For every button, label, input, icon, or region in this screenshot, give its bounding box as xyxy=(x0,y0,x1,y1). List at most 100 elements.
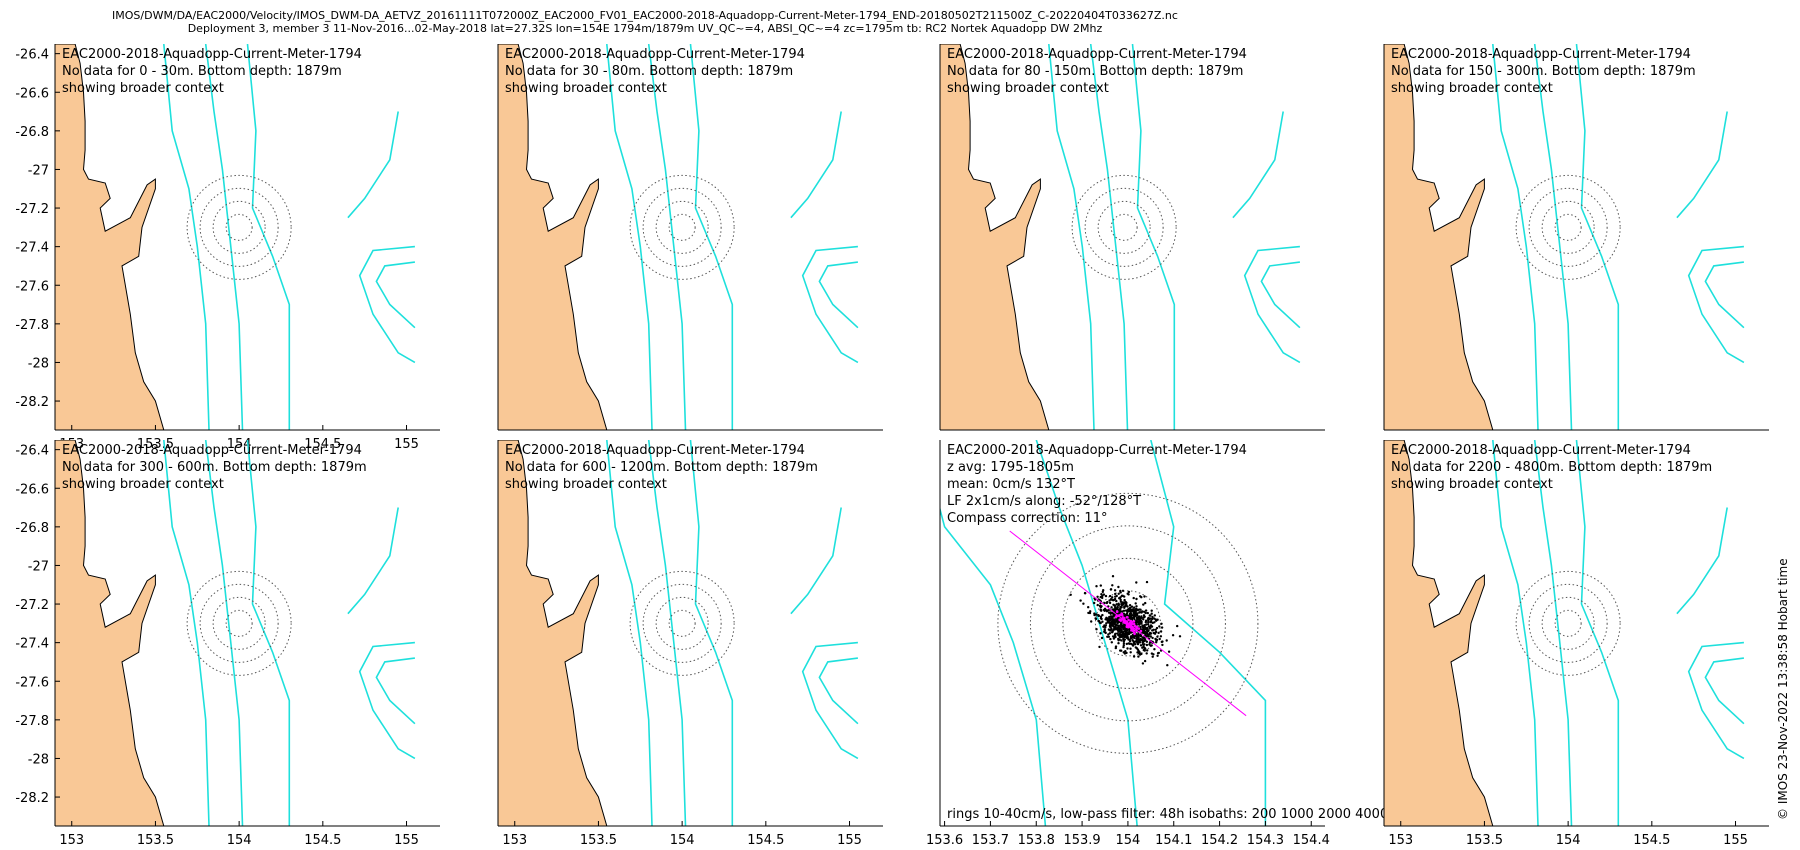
x-tick-label: 154.1 xyxy=(1155,833,1192,848)
isobath-line xyxy=(689,44,734,430)
isobath-line xyxy=(1687,245,1745,364)
velocity-point xyxy=(1137,615,1141,618)
velocity-point xyxy=(1151,655,1154,658)
velocity-point xyxy=(1128,607,1131,610)
velocity-point xyxy=(1149,617,1152,620)
velocity-point xyxy=(1095,585,1098,588)
velocity-ring xyxy=(199,583,279,663)
isobath-line xyxy=(1492,440,1539,826)
velocity-point xyxy=(1149,635,1153,638)
isobath-line xyxy=(1232,111,1284,219)
panel-annotation-1: EAC2000-2018-Aquadopp-Current-Meter-1794 xyxy=(1391,47,1691,62)
velocity-point xyxy=(1113,626,1116,629)
panel-annotation-2: No data for 300 - 600m. Bottom depth: 18… xyxy=(62,460,367,475)
velocity-point xyxy=(1117,626,1121,629)
velocity-point xyxy=(1110,627,1113,630)
velocity-point xyxy=(1167,650,1171,653)
isobath-line xyxy=(818,261,859,329)
velocity-ring xyxy=(1097,200,1151,254)
velocity-point xyxy=(1117,602,1120,605)
panel-annotation-3: showing broader context xyxy=(505,477,667,492)
land-polygon xyxy=(1384,440,1494,826)
velocity-point xyxy=(1153,614,1157,617)
isobath-line xyxy=(375,261,416,329)
velocity-point xyxy=(1113,597,1117,601)
velocity-point xyxy=(1146,649,1149,652)
velocity-point xyxy=(1101,613,1104,617)
lowpass-point xyxy=(1127,623,1130,626)
isobath-line xyxy=(801,245,859,364)
velocity-point xyxy=(1136,642,1140,646)
velocity-point xyxy=(1139,644,1143,647)
velocity-point xyxy=(1157,631,1160,635)
velocity-ring xyxy=(1541,200,1595,254)
velocity-point xyxy=(1079,599,1082,602)
isobath-line xyxy=(1048,44,1095,430)
velocity-ring xyxy=(1062,557,1194,689)
velocity-point xyxy=(1130,605,1134,608)
velocity-ring xyxy=(225,609,253,637)
velocity-point xyxy=(1119,598,1122,602)
y-tick-label: -28 xyxy=(28,356,49,371)
velocity-point xyxy=(1123,625,1126,628)
lowpass-scatter xyxy=(1114,610,1143,636)
velocity-point xyxy=(1119,589,1122,593)
y-tick-label: -26.6 xyxy=(15,482,49,497)
velocity-point xyxy=(1108,618,1112,621)
y-tick-label: -27.2 xyxy=(15,202,49,217)
velocity-point xyxy=(1093,601,1096,605)
velocity-point xyxy=(1119,627,1122,631)
velocity-ring xyxy=(1528,583,1608,663)
velocity-point xyxy=(1117,585,1120,589)
velocity-point xyxy=(1104,594,1108,598)
velocity-point xyxy=(1111,612,1114,615)
velocity-point xyxy=(1144,619,1148,622)
velocity-point xyxy=(1150,644,1153,647)
velocity-point xyxy=(1156,618,1159,621)
lowpass-point xyxy=(1132,622,1136,626)
velocity-point xyxy=(1120,649,1123,652)
velocity-point xyxy=(1133,618,1136,621)
velocity-point xyxy=(1152,628,1155,631)
velocity-point xyxy=(1107,609,1110,612)
x-tick-label: 154.4 xyxy=(1293,833,1330,848)
velocity-point xyxy=(1120,594,1124,597)
velocity-point xyxy=(1137,633,1140,636)
velocity-point xyxy=(1171,634,1175,637)
panel-annotation-2: z avg: 1795-1805m xyxy=(947,460,1074,475)
velocity-point xyxy=(1149,624,1153,627)
velocity-point xyxy=(1135,640,1138,643)
velocity-point xyxy=(1087,611,1090,615)
panel-annotation-2: No data for 2200 - 4800m. Bottom depth: … xyxy=(1391,460,1712,475)
lowpass-point xyxy=(1120,617,1123,621)
velocity-point xyxy=(1109,621,1112,625)
velocity-point xyxy=(1117,642,1120,645)
panel-annotation-3: showing broader context xyxy=(947,81,1109,96)
panel-5: EAC2000-2018-Aquadopp-Current-Meter-1794… xyxy=(15,440,440,848)
lowpass-point xyxy=(1115,614,1118,617)
velocity-point xyxy=(1123,630,1126,633)
isobath-line xyxy=(1575,440,1620,826)
x-tick-label: 154 xyxy=(1116,833,1141,848)
velocity-point xyxy=(1117,633,1120,637)
panel-map xyxy=(940,44,1301,430)
velocity-point xyxy=(1116,622,1119,625)
velocity-point xyxy=(1113,589,1117,592)
velocity-point xyxy=(1099,584,1103,587)
isobath-line xyxy=(1676,507,1728,615)
panel-annotation-2: No data for 150 - 300m. Bottom depth: 18… xyxy=(1391,64,1696,79)
velocity-point xyxy=(1129,647,1132,650)
land-polygon xyxy=(940,44,1050,430)
isobath-line xyxy=(940,506,1047,826)
velocity-point xyxy=(1111,596,1114,599)
land-polygon xyxy=(498,44,608,430)
velocity-point xyxy=(1151,636,1154,640)
velocity-point xyxy=(1119,610,1122,613)
velocity-point xyxy=(1114,632,1117,635)
velocity-point xyxy=(1120,622,1123,625)
velocity-ring xyxy=(186,174,292,280)
lowpass-point xyxy=(1135,629,1138,632)
panel-annotation-2: No data for 80 - 150m. Bottom depth: 187… xyxy=(947,64,1243,79)
velocity-point xyxy=(1108,594,1112,598)
velocity-point xyxy=(1100,609,1103,612)
